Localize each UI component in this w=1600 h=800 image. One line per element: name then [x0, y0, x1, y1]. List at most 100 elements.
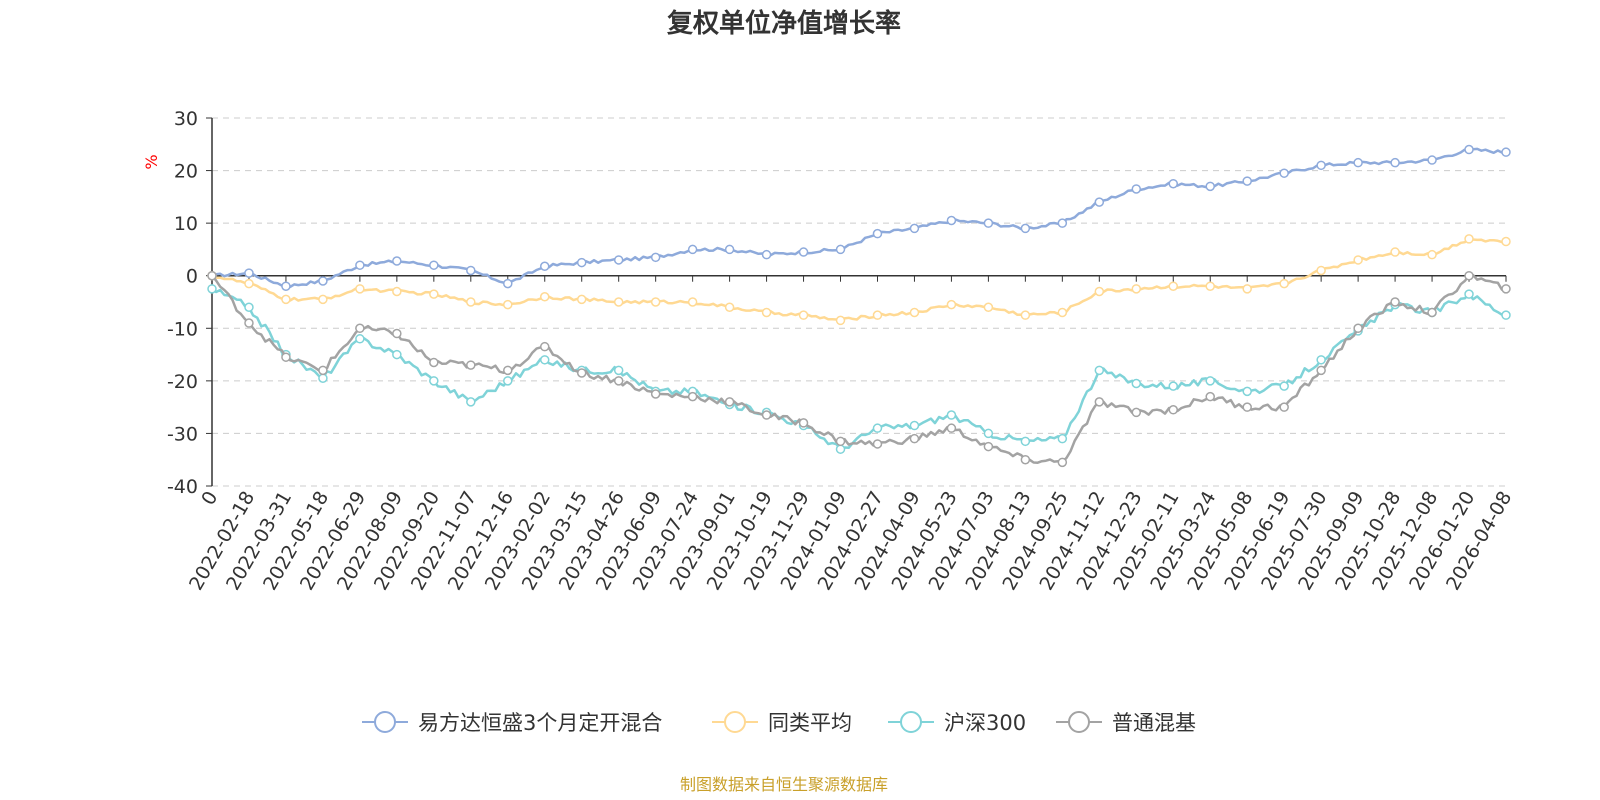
data-point	[1020, 436, 1031, 447]
data-point	[466, 297, 476, 307]
y-tick-label: 10	[174, 213, 198, 235]
data-point	[909, 433, 920, 444]
data-point	[576, 257, 587, 268]
data-point	[983, 441, 994, 452]
data-point	[724, 302, 735, 313]
y-axis-label: %	[142, 154, 161, 169]
data-point	[244, 318, 254, 328]
data-point	[1242, 176, 1252, 186]
data-point	[835, 244, 846, 255]
data-point	[1279, 278, 1289, 289]
data-point	[1094, 365, 1105, 376]
data-point	[946, 299, 957, 310]
data-point	[318, 294, 328, 305]
data-point	[1353, 323, 1363, 334]
data-point	[1168, 178, 1179, 189]
data-point	[872, 423, 883, 433]
data-point	[1353, 157, 1363, 168]
legend-marker	[724, 711, 746, 733]
data-point	[1168, 405, 1179, 415]
y-tick-label: 20	[174, 161, 198, 183]
data-point	[281, 281, 291, 291]
legend-marker	[374, 711, 396, 733]
data-point	[1464, 144, 1474, 155]
y-tick-label: -30	[167, 423, 198, 445]
data-point	[1390, 157, 1400, 168]
data-point	[392, 286, 402, 297]
data-point	[613, 365, 624, 376]
data-point	[207, 270, 217, 281]
data-point	[1279, 381, 1289, 391]
data-point	[1501, 147, 1511, 157]
data-point	[1390, 297, 1400, 307]
data-point	[835, 444, 846, 454]
legend: 易方达恒盛3个月定开混合 同类平均 沪深300 普通混基	[362, 711, 1196, 735]
series-line	[211, 273, 1507, 464]
data-point	[1205, 391, 1215, 402]
y-tick-label: -20	[167, 371, 198, 393]
data-point	[724, 244, 735, 255]
axis-layer: 3020100-10-20-30-4002022-02-182022-03-31…	[167, 108, 1516, 594]
data-point	[909, 223, 920, 234]
data-point	[983, 428, 994, 439]
data-point	[1020, 223, 1031, 234]
data-point	[466, 360, 476, 370]
data-point	[835, 436, 846, 447]
data-point	[1464, 234, 1474, 244]
data-point	[946, 215, 957, 226]
data-point	[1501, 236, 1511, 247]
data-point	[650, 389, 661, 399]
data-point	[392, 328, 402, 339]
data-point	[687, 391, 698, 402]
data-point	[1501, 310, 1511, 320]
y-tick-label: -10	[167, 318, 198, 340]
data-point	[1242, 402, 1252, 412]
data-point	[872, 439, 883, 449]
series-layer	[207, 144, 1511, 468]
data-point	[1131, 184, 1142, 194]
data-point	[1316, 355, 1326, 365]
data-point	[1094, 286, 1105, 297]
data-point	[1464, 270, 1474, 281]
data-point	[761, 307, 772, 318]
legend-label: 沪深300	[944, 711, 1026, 735]
data-point	[1205, 181, 1215, 192]
data-point	[503, 365, 513, 376]
data-point	[1020, 310, 1031, 320]
data-point	[909, 420, 920, 431]
data-point	[576, 368, 587, 378]
data-point	[1316, 365, 1326, 376]
data-point	[355, 284, 365, 294]
data-point	[392, 256, 402, 266]
data-point	[1131, 284, 1142, 294]
y-tick-label: 30	[174, 108, 198, 130]
data-point	[1057, 433, 1068, 444]
data-point	[281, 294, 291, 305]
chart-title: 复权单位净值增长率	[667, 8, 901, 39]
data-point	[1353, 255, 1363, 265]
data-point	[1427, 249, 1437, 260]
legend-label: 同类平均	[768, 711, 852, 735]
data-point	[503, 376, 513, 386]
data-point	[539, 291, 550, 302]
data-point	[355, 260, 365, 270]
data-point	[318, 276, 328, 286]
data-point	[835, 315, 846, 326]
data-point	[1094, 397, 1105, 407]
legend-marker	[900, 711, 922, 733]
data-point	[687, 244, 698, 255]
x-tick-label: 0	[197, 488, 222, 509]
data-point	[1094, 197, 1105, 207]
data-point	[1279, 402, 1289, 412]
data-point	[466, 397, 476, 407]
legend-label: 易方达恒盛3个月定开混合	[418, 711, 662, 735]
data-point	[1279, 168, 1289, 178]
data-point	[1168, 381, 1179, 391]
data-point	[355, 323, 365, 334]
series-line	[211, 237, 1507, 322]
data-point	[1057, 218, 1068, 228]
data-point	[1242, 284, 1252, 294]
data-point	[650, 297, 661, 307]
data-point	[761, 249, 772, 260]
